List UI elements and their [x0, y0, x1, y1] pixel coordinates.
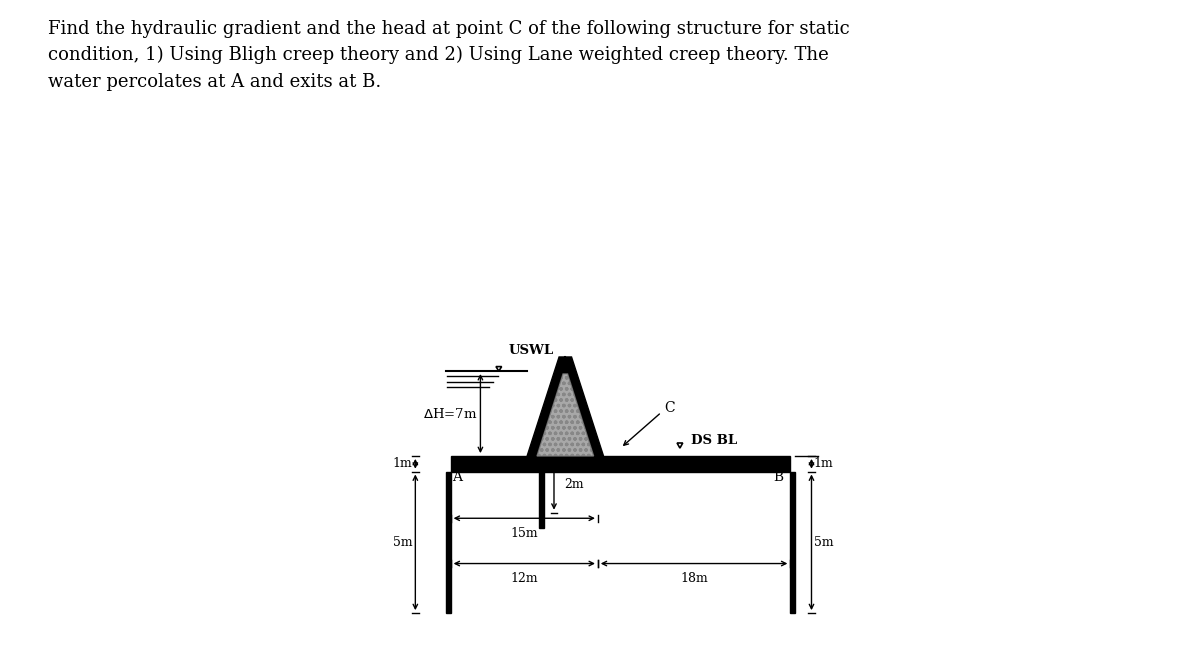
Bar [791, 471, 796, 613]
Text: 2m: 2m [564, 478, 583, 491]
Text: 1m: 1m [392, 457, 413, 470]
Bar [451, 456, 791, 471]
Text: USWL: USWL [509, 344, 554, 357]
Bar [445, 471, 451, 613]
Text: 5m: 5m [814, 536, 833, 549]
Polygon shape [538, 374, 594, 456]
Bar [539, 471, 544, 528]
Polygon shape [527, 357, 604, 456]
Text: Find the hydraulic gradient and the head at point C of the following structure f: Find the hydraulic gradient and the head… [48, 20, 850, 91]
Text: DS BL: DS BL [691, 434, 737, 447]
Text: 15m: 15m [510, 527, 538, 540]
Text: 12m: 12m [510, 572, 538, 585]
Text: $\Delta$H=7m: $\Delta$H=7m [422, 407, 478, 421]
Text: B: B [773, 470, 784, 485]
Text: 5m: 5m [392, 536, 413, 549]
Text: 1m: 1m [814, 457, 833, 470]
Text: C: C [665, 401, 674, 415]
Text: 18m: 18m [680, 572, 708, 585]
Text: A: A [452, 470, 462, 485]
